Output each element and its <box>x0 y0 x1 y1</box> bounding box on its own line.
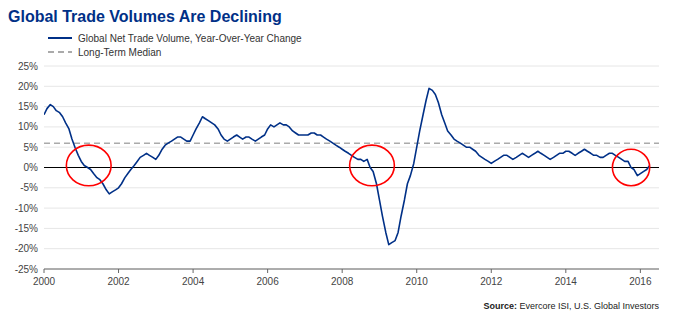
y-tick-label: 20% <box>18 81 38 92</box>
x-tick <box>193 269 194 273</box>
grid-line <box>44 66 659 67</box>
legend-swatch <box>48 51 72 53</box>
y-tick-label: -20% <box>15 243 38 254</box>
grid-line <box>44 269 659 270</box>
highlight-circle <box>66 145 111 186</box>
x-tick <box>44 269 45 273</box>
x-tick-label: 2004 <box>182 276 205 287</box>
x-tick-label: 2012 <box>480 276 503 287</box>
legend-swatch <box>48 37 72 39</box>
legend: Global Net Trade Volume, Year-Over-Year … <box>48 33 302 58</box>
grid-line <box>44 167 659 168</box>
y-tick-label: -5% <box>20 182 38 193</box>
x-tick-label: 2010 <box>406 276 429 287</box>
source-text: Evercore ISI, U.S. Global Investors <box>517 301 660 311</box>
highlight-circle <box>612 149 649 186</box>
y-tick-label: 5% <box>24 142 39 153</box>
median-line <box>44 142 659 144</box>
x-tick <box>491 269 492 273</box>
zero-line <box>44 167 659 168</box>
grid-line <box>44 147 659 148</box>
grid-line <box>44 126 659 127</box>
x-tick-label: 2014 <box>555 276 578 287</box>
legend-label: Global Net Trade Volume, Year-Over-Year … <box>78 33 302 44</box>
source-label: Source: <box>483 301 517 311</box>
x-tick <box>565 269 566 273</box>
x-tick <box>118 269 119 273</box>
chart: Global Trade Volumes Are Declining -25% -2… <box>0 0 675 315</box>
y-tick-label: 25% <box>18 61 38 72</box>
source: Source: Evercore ISI, U.S. Global Invest… <box>483 301 659 311</box>
x-tick <box>267 269 268 273</box>
highlight-circle <box>350 145 395 186</box>
x-tick <box>342 269 343 273</box>
data-line <box>44 88 650 244</box>
x-axis-line <box>44 269 659 270</box>
grid-line <box>44 248 659 249</box>
x-tick-label: 2016 <box>629 276 652 287</box>
y-tick-label: 15% <box>18 101 38 112</box>
title: Global Trade Volumes Are Declining <box>8 8 282 25</box>
x-tick <box>416 269 417 273</box>
x-tick-label: 2006 <box>257 276 280 287</box>
highlights <box>66 145 649 186</box>
grid-line <box>44 106 659 107</box>
x-tick <box>640 269 641 273</box>
grid-line <box>44 228 659 229</box>
grid-line <box>44 208 659 209</box>
x-tick-label: 2008 <box>331 276 354 287</box>
y-tick-label: 10% <box>18 121 38 132</box>
grid-line <box>44 187 659 188</box>
legend-label: Long-Term Median <box>78 47 161 58</box>
y-tick-label: -15% <box>15 223 38 234</box>
plot-area <box>44 88 659 244</box>
y-grid <box>44 66 659 269</box>
y-tick-label: -10% <box>15 203 38 214</box>
x-tick-label: 2000 <box>33 276 56 287</box>
y-tick-label: -25% <box>15 264 38 275</box>
y-tick-label: 0% <box>24 162 39 173</box>
x-tick-label: 2002 <box>107 276 130 287</box>
grid-line <box>44 86 659 87</box>
